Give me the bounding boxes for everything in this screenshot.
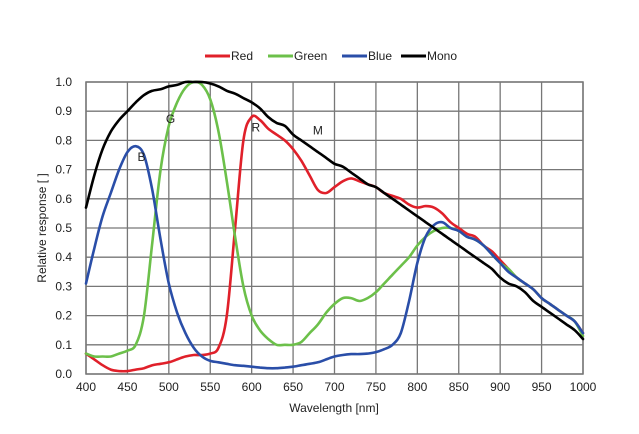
legend-label: Blue [368, 49, 392, 63]
x-tick-label: 900 [490, 380, 510, 394]
y-tick-label: 0.2 [55, 309, 72, 323]
legend-item-blue: Blue [342, 49, 392, 63]
x-axis-label: Wavelength [nm] [289, 401, 379, 415]
legend-item-mono: Mono [401, 49, 457, 63]
annotation-r: R [251, 121, 260, 135]
x-tick-label: 400 [76, 380, 96, 394]
x-tick-label: 500 [159, 380, 179, 394]
legend: Red Green Blue Mono [205, 49, 457, 63]
annotation-b: B [137, 150, 145, 164]
y-tick-label: 0.8 [55, 133, 72, 147]
legend-label: Mono [427, 49, 457, 63]
series-line-mono [84, 80, 585, 341]
x-tick-label: 800 [407, 380, 427, 394]
series-lines [84, 80, 585, 373]
series-line-blue [84, 144, 585, 370]
y-tick-label: 0.9 [55, 104, 72, 118]
y-tick-label: 1.0 [55, 75, 72, 89]
y-tick-label: 0.5 [55, 221, 72, 235]
x-tick-label: 1000 [570, 380, 597, 394]
series-line-red [84, 114, 585, 373]
y-tick-label: 0.6 [55, 192, 72, 206]
grid [85, 81, 584, 375]
x-tick-label: 600 [242, 380, 262, 394]
annotation-m: M [313, 124, 323, 138]
x-tick-label: 700 [324, 380, 344, 394]
y-tick-label: 0.7 [55, 163, 72, 177]
x-tick-label: 450 [117, 380, 137, 394]
legend-label: Red [231, 49, 253, 63]
y-tick-labels: 0.0 0.1 0.2 0.3 0.4 0.5 0.6 0.7 0.8 0.9 1.0 [55, 75, 72, 381]
x-tick-label: 950 [532, 380, 552, 394]
curve-annotations: B G R M [137, 112, 322, 164]
x-tick-label: 750 [366, 380, 386, 394]
x-tick-label: 550 [200, 380, 220, 394]
y-tick-label: 0.0 [55, 367, 72, 381]
legend-label: Green [294, 49, 327, 63]
x-tick-label: 850 [449, 380, 469, 394]
x-tick-label: 650 [283, 380, 303, 394]
y-axis-label: Relative response [ ] [35, 173, 49, 282]
y-tick-label: 0.1 [55, 338, 72, 352]
x-tick-labels: 400 450 500 550 600 650 700 750 800 850 900 950 1000 [76, 380, 597, 394]
annotation-g: G [166, 112, 175, 126]
y-tick-label: 0.4 [55, 250, 72, 264]
legend-item-green: Green [268, 49, 327, 63]
legend-item-red: Red [205, 49, 253, 63]
y-tick-label: 0.3 [55, 279, 72, 293]
